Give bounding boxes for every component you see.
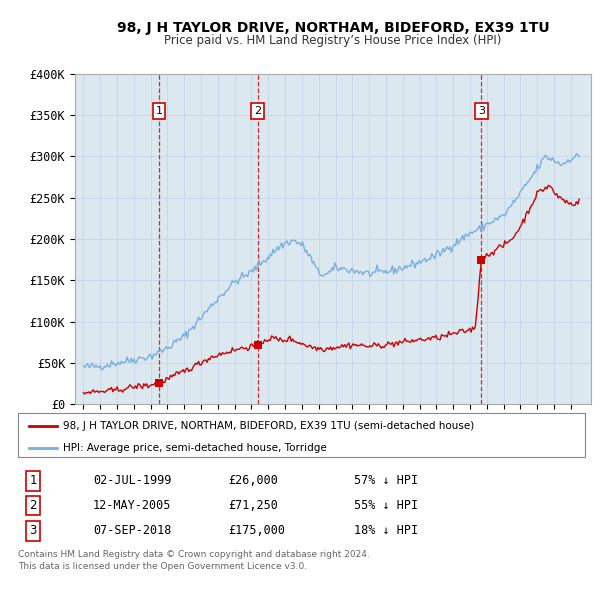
Text: 3: 3 — [478, 106, 485, 116]
Text: 98, J H TAYLOR DRIVE, NORTHAM, BIDEFORD, EX39 1TU: 98, J H TAYLOR DRIVE, NORTHAM, BIDEFORD,… — [116, 21, 550, 35]
Text: 1: 1 — [29, 474, 37, 487]
Text: 12-MAY-2005: 12-MAY-2005 — [93, 499, 172, 512]
Text: £26,000: £26,000 — [228, 474, 278, 487]
Text: 98, J H TAYLOR DRIVE, NORTHAM, BIDEFORD, EX39 1TU (semi-detached house): 98, J H TAYLOR DRIVE, NORTHAM, BIDEFORD,… — [63, 421, 474, 431]
Text: 55% ↓ HPI: 55% ↓ HPI — [354, 499, 418, 512]
Text: £175,000: £175,000 — [228, 525, 285, 537]
Text: £71,250: £71,250 — [228, 499, 278, 512]
Text: 2: 2 — [254, 106, 261, 116]
Text: HPI: Average price, semi-detached house, Torridge: HPI: Average price, semi-detached house,… — [63, 442, 327, 453]
Text: Contains HM Land Registry data © Crown copyright and database right 2024.: Contains HM Land Registry data © Crown c… — [18, 550, 370, 559]
Text: 1: 1 — [155, 106, 163, 116]
Text: 02-JUL-1999: 02-JUL-1999 — [93, 474, 172, 487]
Text: 07-SEP-2018: 07-SEP-2018 — [93, 525, 172, 537]
Text: 18% ↓ HPI: 18% ↓ HPI — [354, 525, 418, 537]
Text: 3: 3 — [29, 525, 37, 537]
Text: This data is licensed under the Open Government Licence v3.0.: This data is licensed under the Open Gov… — [18, 562, 307, 571]
Text: 57% ↓ HPI: 57% ↓ HPI — [354, 474, 418, 487]
Text: 2: 2 — [29, 499, 37, 512]
Text: Price paid vs. HM Land Registry’s House Price Index (HPI): Price paid vs. HM Land Registry’s House … — [164, 34, 502, 47]
